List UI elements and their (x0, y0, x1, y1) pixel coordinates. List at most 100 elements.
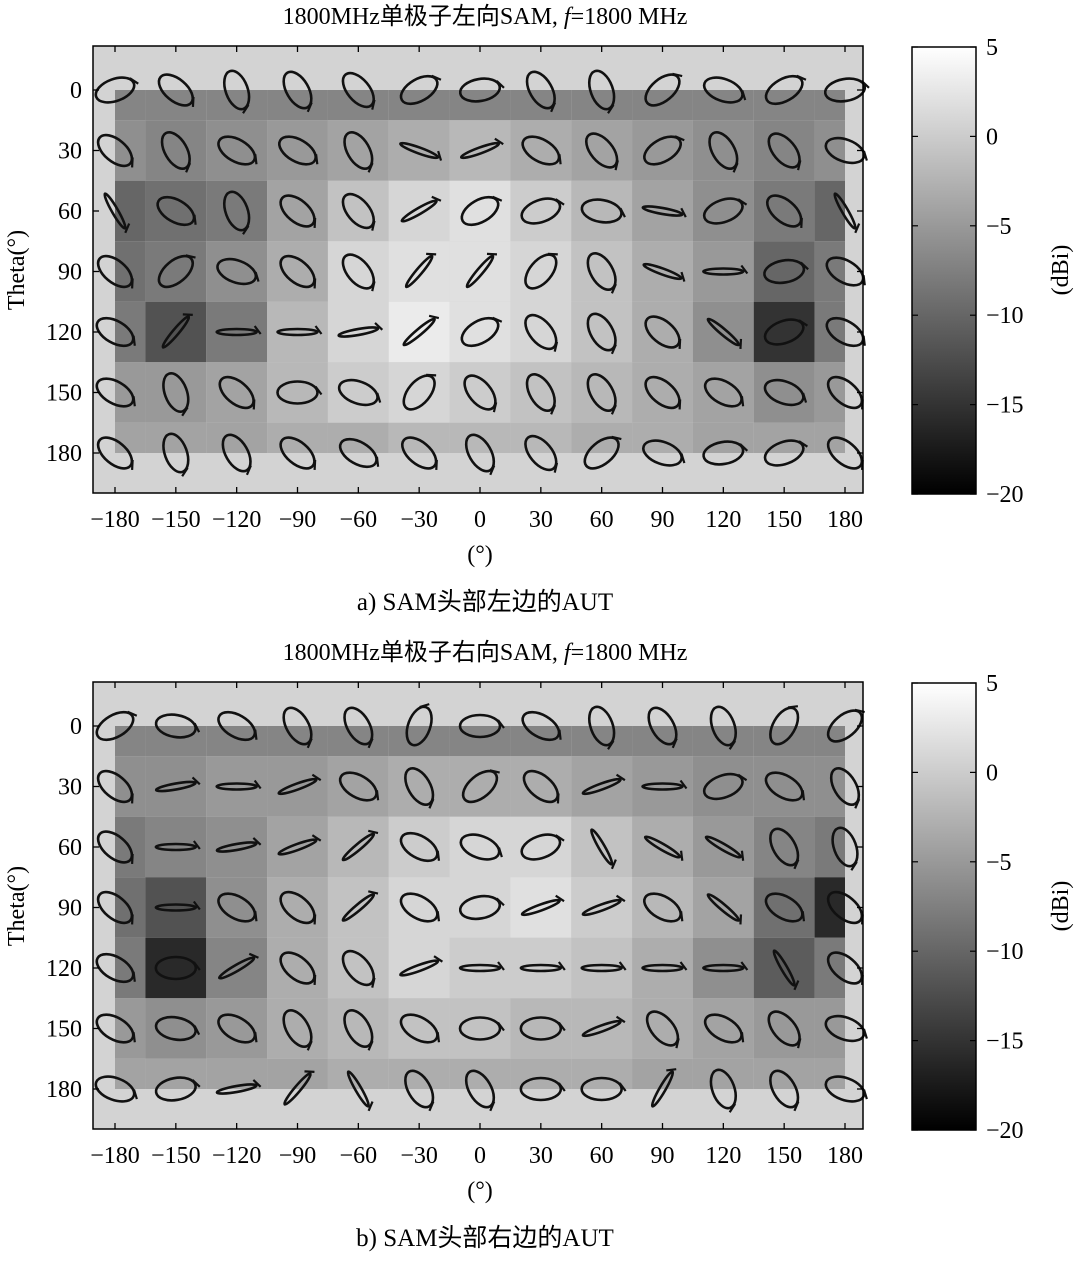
polarization-ellipse (580, 198, 626, 224)
polarization-ellipse (702, 197, 748, 225)
polarization-ellipse (524, 434, 559, 473)
y-tick-label: 30 (58, 139, 82, 165)
polarization-ellipse (405, 703, 433, 747)
polarization-ellipse (519, 1016, 566, 1041)
x-tick-label: −150 (151, 1143, 201, 1169)
polarization-ellipse (162, 372, 190, 417)
polarization-ellipse (458, 1016, 505, 1041)
heatmap-cell (571, 90, 633, 121)
polarization-ellipse (400, 195, 442, 223)
heatmap-cell (510, 1058, 572, 1089)
polarization-ellipse (154, 1076, 201, 1102)
heatmap-cell (145, 241, 207, 302)
polarization-ellipse (341, 71, 376, 110)
colorbar-tick-label: −5 (986, 850, 1012, 876)
polarization-ellipse (217, 892, 258, 923)
polarization-ellipse (459, 833, 503, 861)
polarization-ellipse (341, 890, 379, 922)
polarization-ellipse (217, 135, 258, 166)
heatmap-cell (145, 120, 207, 181)
heatmap-cell (449, 241, 511, 302)
polarization-ellipse (824, 136, 868, 165)
heatmap-cell (692, 1058, 754, 1089)
x-tick-label: 120 (705, 1143, 741, 1169)
heatmap-cell (632, 362, 693, 423)
polarization-ellipse (154, 840, 201, 852)
heatmap-cell (206, 241, 268, 302)
polarization-ellipse (282, 1009, 313, 1051)
heatmap-cell (449, 726, 511, 757)
polarization-ellipse (833, 192, 861, 234)
polarization-ellipse (276, 325, 323, 337)
heatmap-cell (145, 756, 207, 817)
polarization-ellipse (279, 890, 317, 925)
y-tick-label: 120 (46, 956, 82, 982)
heatmap-cell (267, 816, 328, 878)
polarization-ellipse (222, 190, 251, 235)
polarization-ellipse (278, 135, 319, 166)
colorbar-tick-label: −10 (986, 303, 1024, 329)
heatmap-cell (267, 937, 328, 999)
heatmap-cell (115, 422, 146, 453)
heatmap-cell (206, 726, 268, 757)
y-tick-label: 90 (58, 260, 82, 286)
heatmap-cell (753, 241, 815, 302)
heatmap-cell (267, 180, 328, 242)
heatmap-cell (206, 180, 268, 242)
polarization-ellipse (765, 194, 803, 229)
polarization-ellipse (767, 132, 802, 171)
heatmap-cell (388, 726, 450, 757)
polarization-ellipse (96, 436, 134, 471)
polarization-ellipse (586, 252, 617, 294)
polarization-ellipse (215, 837, 262, 853)
heatmap-cell (632, 816, 693, 878)
polarization-ellipse (831, 826, 859, 871)
polarization-ellipse (96, 890, 134, 925)
polarization-ellipse (829, 767, 861, 809)
heatmap-cell (206, 937, 268, 999)
x-tick-label: −180 (90, 1143, 140, 1169)
polarization-ellipse (154, 776, 201, 793)
polarization-ellipse (458, 894, 505, 921)
polarization-ellipse (647, 706, 678, 749)
polarization-ellipse (96, 133, 134, 168)
x-tick-label: −30 (400, 507, 438, 533)
polarization-ellipse (399, 141, 443, 161)
heatmap-cell (753, 180, 815, 242)
heatmap-cell (449, 90, 511, 121)
heatmap-cell (753, 877, 815, 938)
x-tick-label: 90 (651, 507, 675, 533)
polarization-ellipse (154, 955, 201, 981)
polarization-ellipse (590, 828, 617, 870)
heatmap-cell (388, 301, 450, 363)
heatmap-cell (692, 756, 754, 817)
polarization-ellipse (586, 373, 617, 415)
heatmap-cell (510, 180, 572, 242)
heatmap-cell (449, 362, 511, 423)
polarization-ellipse (642, 262, 686, 282)
polarization-ellipse (157, 254, 196, 289)
x-tick-label: −30 (400, 1143, 438, 1169)
polarization-ellipse (521, 135, 562, 166)
heatmap-cell (692, 816, 754, 878)
heatmap-cell (753, 937, 815, 999)
heatmap-cell (510, 756, 572, 817)
polarization-ellipse (338, 437, 380, 469)
y-axis-label: Theta(°) (4, 866, 30, 946)
heatmap-cell (206, 120, 268, 181)
polarization-heatmap-b: 1800MHz单极子右向SAM, f=1800 MHz −180 −150 −120… (4, 639, 1074, 1252)
heatmap-cell (388, 816, 450, 878)
polarization-ellipse (461, 769, 500, 804)
heatmap-cell (753, 422, 815, 453)
polarization-ellipse (103, 192, 131, 234)
heatmap-cell (206, 90, 268, 121)
heatmap-cell (814, 180, 845, 242)
polarization-ellipse (343, 1009, 374, 1051)
heatmap-cell (206, 998, 268, 1059)
polarization-ellipse (767, 1010, 802, 1049)
polarization-ellipse (584, 132, 619, 171)
chart-panel-b: 1800MHz单极子右向SAM, f=1800 MHz −180 −150 −120… (0, 636, 1079, 1257)
heatmap-cell (814, 90, 845, 121)
colorbar-tick-label: −15 (986, 393, 1024, 419)
heatmap-cell (571, 241, 633, 302)
